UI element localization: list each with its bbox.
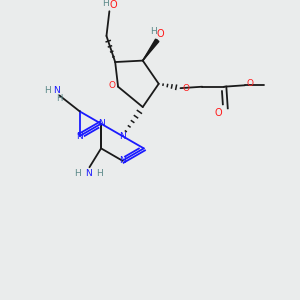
Text: N: N bbox=[76, 131, 83, 140]
Text: N: N bbox=[85, 169, 92, 178]
Text: H: H bbox=[56, 94, 63, 103]
Text: N: N bbox=[119, 156, 126, 165]
Text: O: O bbox=[109, 0, 117, 10]
Text: H: H bbox=[103, 0, 109, 8]
Text: O: O bbox=[247, 79, 254, 88]
Text: O: O bbox=[182, 84, 189, 93]
Text: N: N bbox=[119, 131, 126, 140]
Text: O: O bbox=[108, 81, 115, 90]
Text: H: H bbox=[150, 27, 157, 36]
Text: N: N bbox=[53, 86, 60, 95]
Polygon shape bbox=[143, 39, 159, 61]
Text: N: N bbox=[98, 119, 104, 128]
Text: H: H bbox=[74, 169, 81, 178]
Text: H: H bbox=[96, 169, 103, 178]
Text: O: O bbox=[214, 108, 222, 118]
Text: H: H bbox=[44, 86, 51, 95]
Text: O: O bbox=[157, 29, 164, 39]
